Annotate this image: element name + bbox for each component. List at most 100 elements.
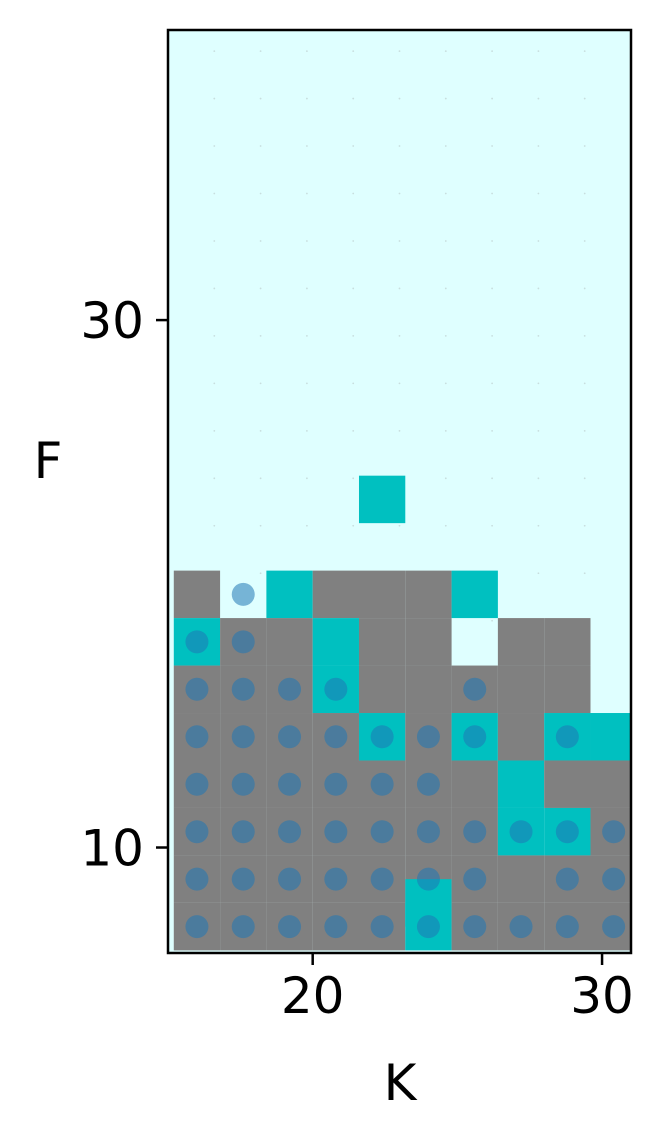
scatter-point (555, 725, 579, 749)
heatmap-cell-filled (358, 570, 406, 619)
scatter-point (370, 725, 394, 749)
grid-dot (444, 287, 447, 290)
grid-dot (444, 145, 447, 147)
grid-dot (352, 240, 355, 242)
grid-dot (491, 335, 493, 337)
scatter-point (278, 867, 302, 891)
scatter-point (278, 915, 302, 939)
grid-dot (213, 524, 216, 527)
scatter-point (463, 820, 487, 844)
grid-dot (491, 287, 493, 290)
grid-dot (352, 477, 355, 480)
grid-dot (444, 335, 447, 337)
heatmap-cell-filled (358, 665, 406, 714)
scatter-point (324, 677, 348, 701)
grid-dot (259, 429, 262, 432)
scatter-point (185, 677, 209, 701)
scatter-point (416, 772, 440, 796)
grid-dot (444, 97, 447, 100)
scatter-point (324, 867, 348, 891)
grid-dot (306, 50, 308, 52)
grid-dot (491, 192, 493, 195)
grid-dot (306, 97, 308, 100)
scatter-point (231, 677, 255, 701)
grid-dot (491, 382, 493, 385)
grid-dot (213, 50, 216, 52)
grid-dot (259, 97, 262, 100)
grid-dot (352, 524, 355, 527)
grid-dot (583, 572, 586, 575)
grid-dot (398, 50, 401, 52)
grid-dot (352, 287, 355, 290)
heatmap-cell-filled (497, 713, 545, 761)
scatter-point (185, 630, 209, 654)
heatmap-cell-filled (266, 618, 313, 666)
grid-dot (491, 97, 493, 100)
grid-dot (213, 382, 216, 385)
grid-dot (398, 382, 401, 385)
grid-dot (306, 477, 308, 480)
grid-dot (491, 145, 493, 147)
scatter-point (278, 772, 302, 796)
y-tick-label: 10 (80, 820, 144, 878)
grid-dot (259, 50, 262, 52)
scatter-point (231, 630, 255, 654)
scatter-point (602, 820, 626, 844)
scatter-point (185, 725, 209, 749)
grid-dot (491, 429, 493, 432)
scatter-point (324, 725, 348, 749)
grid-dot (213, 287, 216, 290)
heatmap-cell-filled (405, 665, 452, 714)
x-axis-label: K (384, 1054, 418, 1112)
y-axis: 10 30 (80, 292, 168, 878)
plot-frame (166, 28, 633, 955)
grid-dot (398, 192, 401, 195)
grid-dot (306, 240, 308, 242)
grid-dot (352, 335, 355, 337)
grid-dot (583, 240, 586, 242)
heatmap-cell-filled (497, 855, 545, 903)
heatmap-cell-filled (173, 570, 221, 619)
scatter-point (602, 867, 626, 891)
grid-dot (398, 145, 401, 147)
heatmap-cell-filled (405, 570, 452, 619)
grid-dot (444, 382, 447, 385)
scatter-point (278, 725, 302, 749)
scatter-point (231, 582, 255, 606)
scatter-point (278, 820, 302, 844)
x-tick-label: 30 (570, 967, 634, 1025)
scatter-point (370, 820, 394, 844)
scatter-point (416, 820, 440, 844)
scatter-point (185, 915, 209, 939)
scatter-markers (185, 582, 626, 939)
grid-dot (537, 50, 540, 52)
grid-dot (306, 524, 308, 527)
grid-dot (491, 619, 493, 622)
heatmap-cell-filled (451, 760, 498, 808)
grid-dot (444, 192, 447, 195)
grid-dot (306, 192, 308, 195)
grid-dot (583, 429, 586, 432)
grid-dot (491, 240, 493, 242)
grid-dot (213, 335, 216, 337)
heatmap-cell-highlight (358, 475, 406, 524)
heatmap-cell-filled (544, 760, 591, 808)
grid-dot (583, 524, 586, 527)
grid-dot (398, 429, 401, 432)
grid-dot (306, 335, 308, 337)
scatter-point (370, 915, 394, 939)
scatter-point (370, 772, 394, 796)
grid-dot (537, 572, 540, 575)
scatter-point (231, 820, 255, 844)
scatter-point (463, 867, 487, 891)
grid-dot (491, 477, 493, 480)
grid-dot (398, 240, 401, 242)
grid-dot (537, 97, 540, 100)
x-tick-label: 20 (281, 967, 345, 1025)
scatter-point (509, 820, 533, 844)
scatter-point (463, 677, 487, 701)
scatter-point (278, 677, 302, 701)
grid-dot (444, 429, 447, 432)
grid-dot (259, 240, 262, 242)
